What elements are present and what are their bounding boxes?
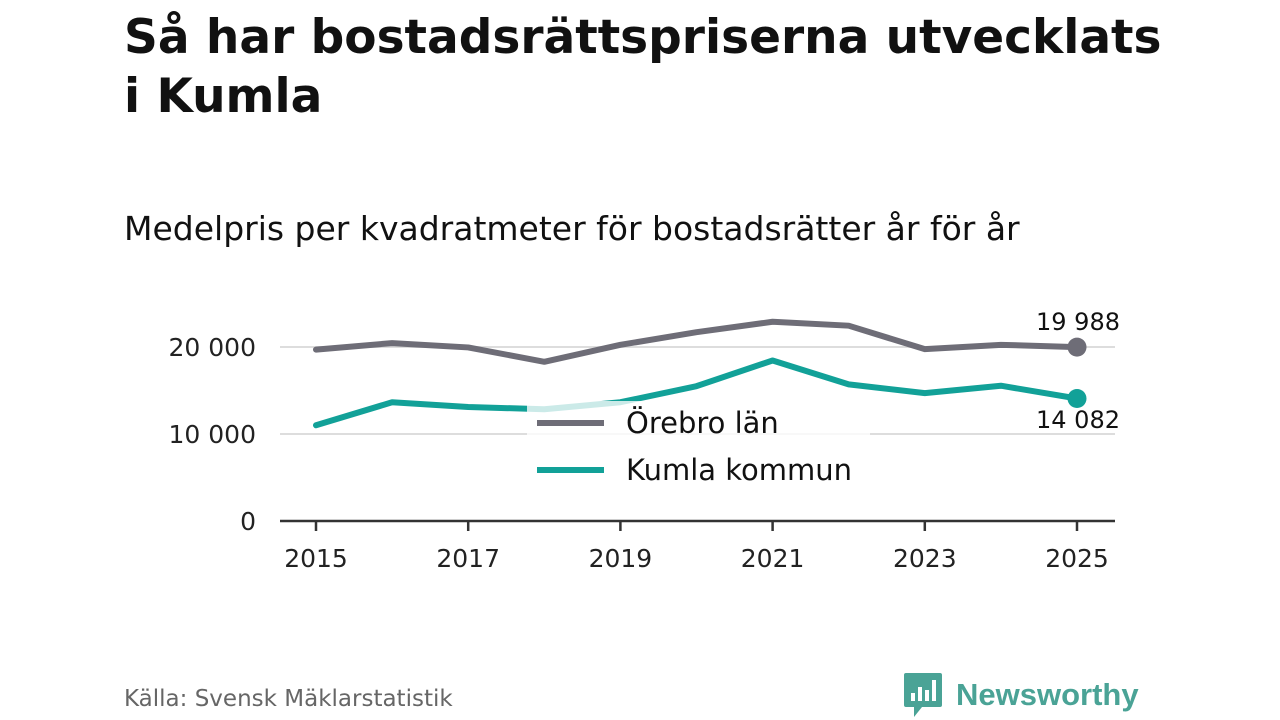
legend-background — [527, 401, 870, 437]
y-tick-label: 0 — [240, 507, 256, 536]
x-tick-label: 2019 — [589, 544, 653, 573]
x-tick-label: 2017 — [436, 544, 500, 573]
y-tick-label: 20 000 — [169, 333, 256, 362]
x-tick-label: 2023 — [893, 544, 957, 573]
series-line-kumla — [313, 357, 1080, 429]
y-tick-label: 10 000 — [169, 420, 256, 449]
x-tick-label: 2025 — [1045, 544, 1109, 573]
source-note: Källa: Svensk Mäklarstatistik — [124, 686, 453, 712]
series-line-orebro — [313, 318, 1080, 365]
x-tick-label: 2015 — [284, 544, 348, 573]
end-label-orebro: 19 988 — [1036, 308, 1120, 336]
brand-logo[interactable]: Newsworthy — [902, 670, 1139, 720]
legend-label-orebro: Örebro län — [626, 406, 779, 440]
legend-label-kumla: Kumla kommun — [626, 453, 852, 487]
end-marker-orebro — [1067, 337, 1087, 357]
brand-name: Newsworthy — [956, 677, 1139, 712]
end-marker-kumla — [1067, 388, 1087, 408]
end-label-kumla: 14 082 — [1036, 406, 1120, 434]
chart-subtitle: Medelpris per kvadratmeter för bostadsrä… — [124, 209, 1020, 248]
chart-title: Så har bostadsrättspriserna utvecklats i… — [124, 10, 1162, 124]
newsworthy-logo-icon — [904, 673, 942, 717]
x-tick-label: 2021 — [741, 544, 805, 573]
